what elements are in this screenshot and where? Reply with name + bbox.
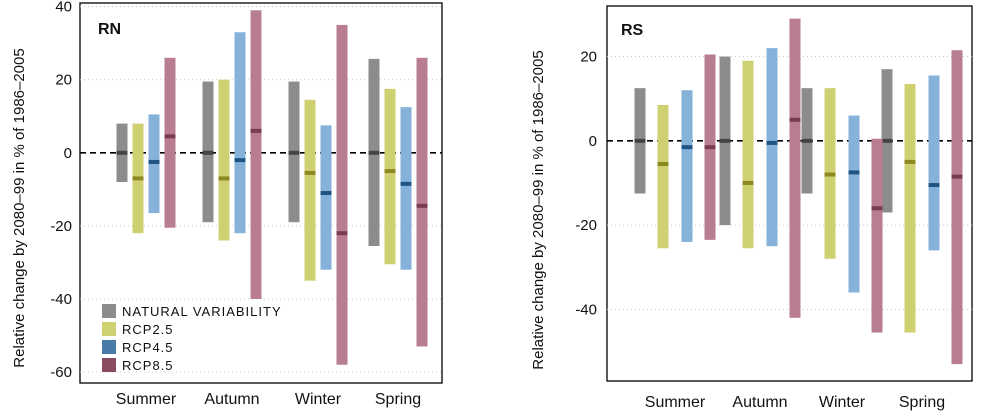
median-rcp26-spring (384, 169, 396, 174)
x-tick-label-spring: Spring (375, 391, 421, 408)
legend: NATURAL VARIABILITY RCP2.5 RCP4.5 RCP8.5 (102, 304, 282, 373)
x-tick-label-autumn: Autumn (204, 391, 259, 408)
bar-rcp45-winter (320, 125, 332, 270)
median-rcp85-winter (336, 231, 348, 236)
y-axis-label: Relative change by 2080–99 in % of 1986–… (530, 50, 547, 369)
median-rcp85-autumn (789, 117, 801, 122)
median-natural-variability-spring (881, 138, 893, 143)
bar-rcp26-summer (657, 105, 669, 249)
legend-swatch-rcp26 (102, 322, 116, 336)
bar-rcp85-autumn (789, 18, 801, 318)
median-rcp26-autumn (742, 180, 754, 185)
bar-rcp85-summer (164, 57, 176, 228)
median-natural-variability-winter (801, 138, 813, 143)
y-tick-label: -20 (575, 217, 597, 234)
median-natural-variability-autumn (202, 150, 214, 155)
median-rcp26-winter (824, 172, 836, 177)
legend-entry-natural-variability: NATURAL VARIABILITY (102, 304, 282, 319)
panel-label: RS (621, 22, 644, 39)
y-tick-label: 40 (55, 0, 72, 16)
legend-swatch-rcp85 (102, 358, 116, 372)
bar-rcp45-autumn (234, 32, 246, 234)
bar-rcp85-autumn (250, 10, 262, 299)
legend-entry-rcp85: RCP8.5 (102, 358, 174, 373)
x-tick-label-summer: Summer (116, 391, 177, 408)
legend-entry-rcp26: RCP2.5 (102, 322, 174, 337)
median-rcp45-autumn (234, 158, 246, 163)
median-rcp26-autumn (218, 176, 230, 181)
median-rcp85-spring (416, 203, 428, 208)
median-rcp45-winter (320, 191, 332, 195)
median-rcp45-autumn (766, 140, 778, 145)
legend-swatch-natural-variability (102, 304, 116, 318)
y-tick-label: 0 (64, 145, 72, 162)
panel-label: RN (98, 21, 121, 38)
y-tick-label: 20 (55, 72, 72, 89)
bar-rcp26-spring (904, 83, 916, 333)
x-tick-label-summer: Summer (645, 394, 706, 411)
median-natural-variability-winter (288, 150, 300, 155)
median-rcp26-summer (132, 176, 144, 181)
bar-rcp85-spring (416, 57, 428, 347)
median-natural-variability-summer (116, 150, 128, 155)
bar-rcp45-spring (400, 107, 412, 270)
median-rcp45-summer (681, 145, 693, 150)
median-rcp45-summer (148, 159, 160, 164)
median-rcp85-winter (871, 206, 883, 211)
y-tick-label: -40 (50, 291, 72, 308)
median-rcp85-summer (164, 134, 176, 139)
x-tick-label-winter: Winter (819, 394, 866, 411)
bar-rcp26-spring (384, 88, 396, 265)
bar-rcp45-autumn (766, 48, 778, 247)
y-tick-label: 20 (580, 49, 597, 66)
y-tick-label: -60 (50, 364, 72, 381)
y-axis-label: Relative change by 2080–99 in % of 1986–… (11, 48, 28, 367)
legend-swatch-rcp45 (102, 340, 116, 354)
median-rcp85-summer (704, 145, 716, 150)
median-natural-variability-spring (368, 150, 380, 155)
legend-entry-rcp45: RCP4.5 (102, 340, 174, 355)
chart-panel-rn: RN Relative change by 2080–99 in % of 19… (11, 0, 443, 408)
legend-label-rcp45: RCP4.5 (122, 340, 174, 355)
legend-label-natural-variability: NATURAL VARIABILITY (122, 304, 282, 319)
plot-frame (606, 5, 973, 382)
median-rcp26-winter (304, 170, 316, 175)
bar-rcp45-summer (681, 90, 693, 242)
median-rcp85-autumn (250, 128, 262, 133)
plot-frame (79, 2, 443, 384)
chart-panel-rs: RS Relative change by 2080–99 in % of 19… (530, 5, 973, 411)
legend-label-rcp85: RCP8.5 (122, 358, 174, 373)
legend-label-rcp26: RCP2.5 (122, 322, 174, 337)
y-tick-label: -20 (50, 218, 72, 235)
bar-rcp85-spring (951, 50, 963, 365)
median-rcp85-spring (951, 174, 963, 179)
median-rcp45-spring (928, 183, 940, 188)
bar-rcp26-autumn (218, 79, 230, 241)
x-tick-label-spring: Spring (899, 394, 945, 411)
median-rcp26-spring (904, 159, 916, 164)
bar-rcp85-winter (871, 138, 883, 333)
bar-rcp45-spring (928, 75, 940, 251)
median-natural-variability-autumn (719, 138, 731, 143)
y-tick-label: -40 (575, 301, 597, 318)
bar-rcp85-winter (336, 24, 348, 365)
bar-rcp26-autumn (742, 60, 754, 249)
median-rcp45-winter (848, 170, 860, 175)
x-tick-label-winter: Winter (295, 391, 342, 408)
median-rcp26-summer (657, 162, 669, 167)
x-tick-label-autumn: Autumn (732, 394, 787, 411)
y-tick-label: 0 (589, 133, 597, 150)
bar-rcp45-winter (848, 115, 860, 293)
median-rcp45-spring (400, 181, 412, 186)
median-natural-variability-summer (634, 138, 646, 143)
bar-rcp26-winter (304, 99, 316, 281)
